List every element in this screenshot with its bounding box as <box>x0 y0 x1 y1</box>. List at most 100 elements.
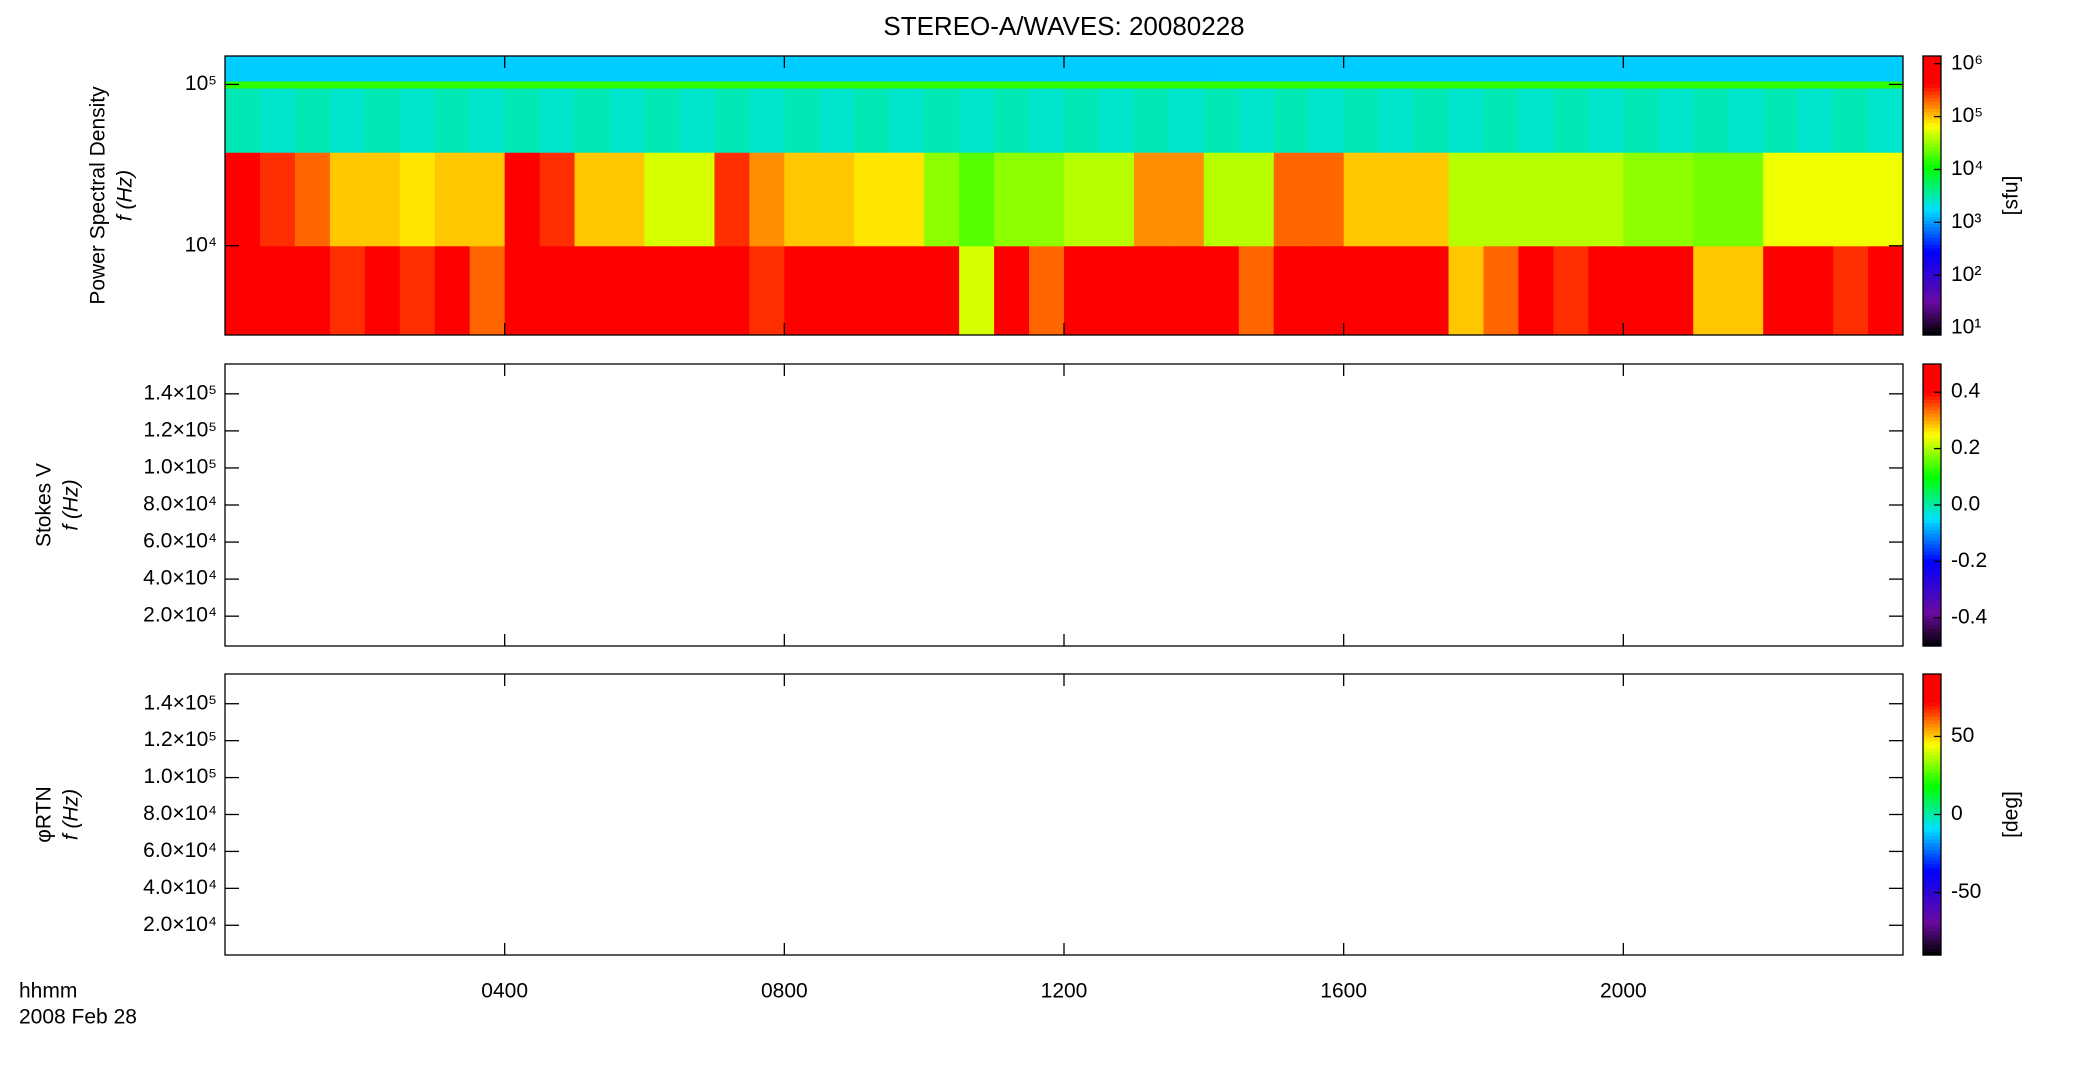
colorbar-segment <box>1923 818 1941 823</box>
heatmap-cell <box>924 88 960 153</box>
heatmap-cell <box>399 56 436 82</box>
heatmap-cell <box>434 56 471 82</box>
colorbar-segment <box>1923 593 1941 598</box>
heatmap-cell <box>1868 88 1904 153</box>
colorbar-segment <box>1923 832 1941 837</box>
heatmap-cell <box>294 88 331 153</box>
heatmap-cell <box>504 245 541 336</box>
colorbar-segment <box>1923 473 1941 478</box>
heatmap-cell <box>854 245 890 336</box>
colorbar-segment <box>1923 233 1941 238</box>
colorbar-segment <box>1923 940 1941 946</box>
colorbar-segment <box>1923 317 1941 322</box>
heatmap-cell <box>1273 245 1310 336</box>
colorbar-segment <box>1923 136 1941 141</box>
colorbar-segment <box>1923 146 1941 151</box>
colorbar-segment <box>1923 579 1941 584</box>
heatmap-cell <box>749 80 785 89</box>
colorbar-segment <box>1923 926 1941 932</box>
colorbar-segment <box>1923 324 1941 329</box>
colorbar-segment <box>1923 192 1941 197</box>
heatmap-cell <box>1168 56 1205 82</box>
heatmap-cell <box>399 80 436 89</box>
heatmap-cell <box>1833 80 1869 89</box>
heatmap-cell <box>1693 245 1729 336</box>
heatmap-cell <box>1203 152 1240 247</box>
heatmap-cell <box>434 245 471 336</box>
heatmap-cell <box>959 152 995 247</box>
colorbar-segment <box>1923 497 1941 503</box>
y-tick-label: 1.0×10⁵ <box>143 455 217 478</box>
colorbar-segment <box>1923 198 1941 204</box>
heatmap-cell <box>714 80 750 89</box>
heatmap-cell <box>1168 88 1205 153</box>
colorbar-segment <box>1923 624 1941 629</box>
colorbar-segment <box>1923 56 1941 61</box>
heatmap-cell <box>1273 152 1310 247</box>
colorbar-segment <box>1923 174 1941 179</box>
heatmap-cell <box>1378 88 1415 153</box>
colorbar-segment <box>1923 786 1941 791</box>
heatmap-cell <box>1064 56 1100 82</box>
heatmap-cell <box>1064 88 1100 153</box>
colorbar-segment <box>1923 181 1941 186</box>
heatmap-cell <box>644 56 680 82</box>
y-axis-label: Stokes V <box>33 463 56 547</box>
colorbar-segment <box>1923 459 1941 464</box>
heatmap-cell <box>749 88 785 153</box>
colorbar-segment <box>1923 867 1941 872</box>
colorbar-segment <box>1923 115 1941 120</box>
colorbar-segment <box>1923 589 1941 594</box>
colorbar-segment <box>1923 167 1941 172</box>
colorbar-segment <box>1923 321 1941 326</box>
heatmap-cell <box>364 80 401 89</box>
heatmap-cell <box>225 88 261 153</box>
heatmap-cell <box>329 56 366 82</box>
colorbar-segment <box>1923 434 1941 439</box>
x-tick-label: 0800 <box>761 980 808 1003</box>
heatmap-cell <box>784 56 820 82</box>
colorbar-segment <box>1923 310 1941 315</box>
heatmap-cell <box>924 56 960 82</box>
colorbar-segment <box>1923 582 1941 587</box>
colorbar-segment <box>1923 331 1941 336</box>
heatmap-cell <box>1133 152 1170 247</box>
heatmap-cell <box>1693 56 1729 82</box>
heatmap-cell <box>225 245 261 336</box>
colorbar-segment <box>1923 420 1941 425</box>
heatmap-cell <box>1868 56 1904 82</box>
colorbar-segment <box>1923 814 1941 819</box>
heatmap-cell <box>994 152 1030 247</box>
heatmap-cell <box>434 152 471 247</box>
heatmap-cell <box>1029 152 1065 247</box>
heatmap-cell <box>399 88 436 153</box>
heatmap-cell <box>1273 88 1310 153</box>
colorbar-segment <box>1923 737 1941 742</box>
heatmap-cell <box>504 152 541 247</box>
colorbar-segment <box>1923 642 1941 647</box>
colorbar-segment <box>1923 768 1941 773</box>
heatmap-cell <box>959 245 995 336</box>
colorbar-segment <box>1923 709 1941 714</box>
colorbar-segment <box>1923 796 1941 802</box>
colorbar-segment <box>1923 212 1941 218</box>
heatmap-cell <box>1868 245 1904 336</box>
colorbar-segment <box>1923 575 1941 580</box>
colorbar-segment <box>1923 438 1941 443</box>
heatmap-cell <box>259 88 296 153</box>
colorbar-segment <box>1923 178 1941 183</box>
heatmap-cell <box>1623 56 1659 82</box>
colorbar-segment <box>1923 533 1941 538</box>
heatmap-cell <box>1064 152 1100 247</box>
colorbar-tick-label: 0 <box>1951 802 1963 825</box>
heatmap-cell <box>225 152 261 247</box>
colorbar-segment <box>1923 413 1941 418</box>
heatmap-cell <box>329 80 366 89</box>
colorbar-segment <box>1923 171 1941 176</box>
colorbar-segment <box>1923 101 1941 106</box>
heatmap-cell <box>1588 88 1624 153</box>
y-axis-label: Power Spectral Density <box>87 86 110 305</box>
heatmap-cell <box>294 56 331 82</box>
heatmap-cell <box>1378 152 1415 247</box>
colorbar-segment <box>1923 483 1941 488</box>
